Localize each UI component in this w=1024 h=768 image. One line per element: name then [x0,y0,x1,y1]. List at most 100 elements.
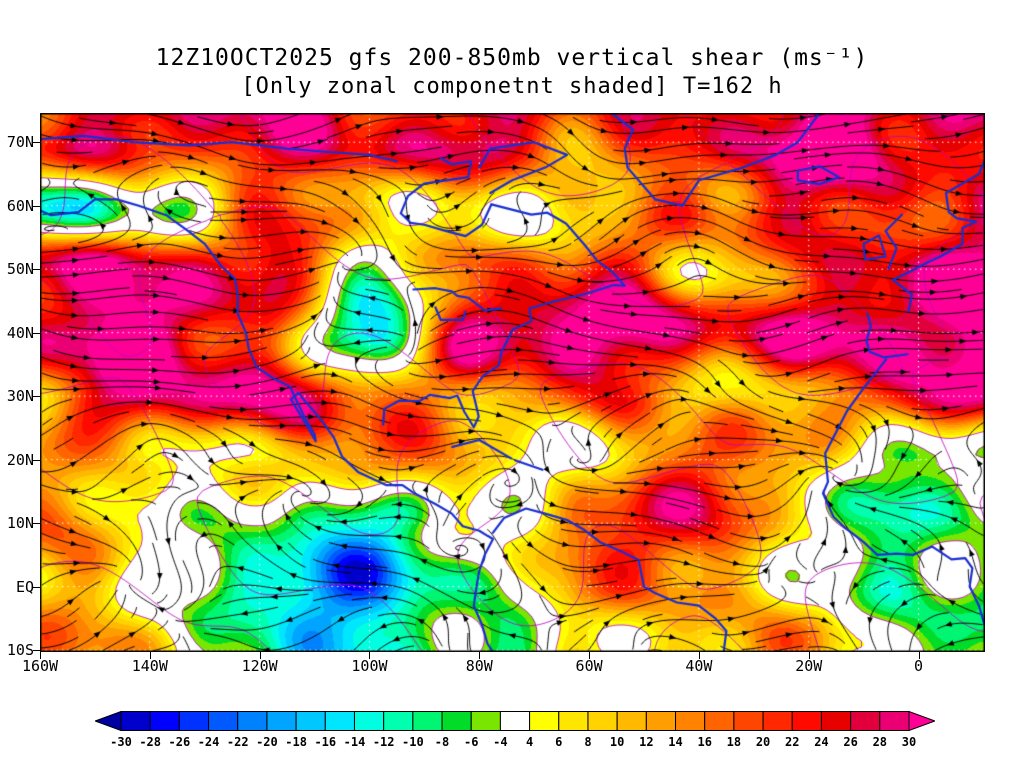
colorbar-cell [353,711,385,731]
colorbar-cell [412,711,443,731]
y-axis-tick-label: 70N [6,133,34,152]
x-axis-tick [149,652,151,659]
colorbar-over-arrow [908,710,937,732]
colorbar-cell [266,711,297,731]
chart-subtitle: [Only zonal componetnt shaded] T=162 h [241,74,783,99]
colorbar-cell [383,711,414,731]
colorbar-cell [208,711,239,731]
y-axis-tick-label: 20N [6,450,34,469]
colorbar-tick-label: -10 [402,735,424,749]
x-axis-tick-label: 20W [795,657,823,675]
colorbar-tick-label: -12 [372,735,395,749]
colorbar-tick-label: 22 [785,735,800,749]
colorbar-tick-label: 26 [843,735,858,749]
colorbar-tick-label: 8 [584,735,592,749]
x-axis-tick-label: 140W [131,657,168,675]
colorbar-cell [645,711,677,731]
x-axis-tick-label: 100W [351,657,388,675]
colorbar-cell [237,711,268,731]
x-axis-tick-label: 80W [465,657,493,675]
y-axis-tick-label: EQ [15,577,34,596]
colorbar-tick-label: -6 [463,735,479,749]
y-axis-tick [33,205,40,207]
colorbar-tick-label: -24 [197,735,220,749]
colorbar-tick-label: 6 [555,735,563,749]
y-axis-tick [33,459,40,461]
x-axis-tick [808,652,810,659]
y-axis-tick [33,586,40,588]
chart-title: 12Z10OCT2025 gfs 200-850mb vertical shea… [155,45,869,71]
colorbar-svg [93,710,937,732]
colorbar-cell [470,711,501,731]
y-axis-tick [33,142,40,144]
x-axis-tick [698,652,700,659]
colorbar-tick-label: -8 [434,735,450,749]
colorbar-tick-label: -4 [493,735,508,749]
x-axis-tick [40,652,41,659]
colorbar-cell [616,711,647,731]
colorbar-tick-label: -16 [314,735,337,749]
y-axis-tick [33,332,40,334]
y-axis-tick-label: 10N [6,514,34,533]
y-axis-tick [33,396,40,398]
x-axis-tick-label: 60W [575,657,603,675]
colorbar-tick-label: 14 [668,735,683,749]
x-axis-tick-label: 40W [685,657,713,675]
x-axis-tick [918,652,920,659]
x-axis-tick [589,652,591,659]
colorbar [93,710,937,732]
colorbar-under-arrow [93,710,122,732]
colorbar-tick-label: 12 [639,735,654,749]
colorbar-tick-label: 16 [697,735,712,749]
colorbar-tick-label: 30 [901,735,917,749]
colorbar-tick-label: 24 [814,735,829,749]
y-axis-tick-label: 10S [6,641,34,660]
colorbar-cell [733,711,764,731]
colorbar-cell [850,711,881,731]
x-axis-tick [369,652,371,659]
colorbar-cell [558,711,589,731]
colorbar-cell [120,711,151,731]
y-axis-tick-label: 40N [6,323,34,342]
colorbar-cell [499,711,531,731]
y-axis-tick [33,269,40,271]
colorbar-cell [675,711,706,731]
y-axis-tick-label: 60N [6,196,34,215]
colorbar-tick-label: -18 [285,735,307,749]
colorbar-tick-label: 20 [755,735,771,749]
colorbar-tick-label: -26 [168,735,191,749]
colorbar-cell [529,711,560,731]
colorbar-cell [178,711,210,731]
x-axis-tick [259,652,261,659]
colorbar-tick-label: 18 [726,735,742,749]
y-axis-tick-label: 30N [6,387,34,406]
x-axis-tick [479,652,481,659]
colorbar-cell [820,711,852,731]
colorbar-cell [295,711,326,731]
title-block: 12Z10OCT2025 gfs 200-850mb vertical shea… [0,44,1024,101]
y-axis-tick [33,650,40,652]
colorbar-cell [149,711,180,731]
colorbar-cell [791,711,822,731]
colorbar-cell [324,711,355,731]
colorbar-tick-label: -30 [110,735,132,749]
colorbar-cell [587,711,618,731]
colorbar-tick-label: 10 [609,735,625,749]
x-axis-tick-label: 120W [241,657,278,675]
colorbar-cell [879,711,910,731]
colorbar-cell [704,711,735,731]
colorbar-tick-label: 28 [872,735,888,749]
map-frame [40,113,985,652]
colorbar-tick-label: -28 [139,735,162,749]
colorbar-tick-label: 4 [525,735,534,749]
x-axis-tick-label: 0 [914,657,924,675]
colorbar-tick-label: -20 [256,735,278,749]
x-axis-tick-label: 160W [21,657,59,675]
colorbar-cell [762,711,793,731]
colorbar-cell [441,711,472,731]
colorbar-tick-label: -14 [343,735,366,749]
y-axis-tick-label: 50N [6,260,34,279]
y-axis-tick [33,523,40,525]
shear-map-canvas [40,113,985,652]
